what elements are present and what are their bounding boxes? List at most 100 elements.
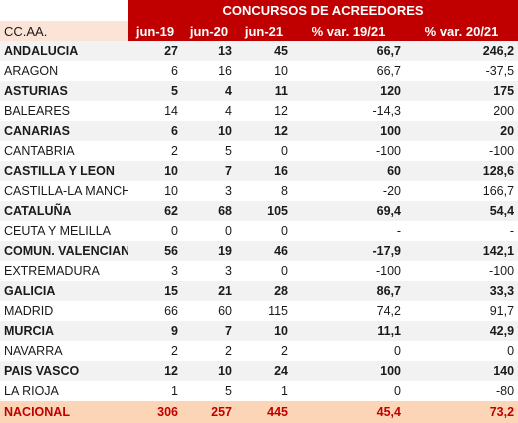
region-name: GALICIA <box>0 281 128 301</box>
cell-value: 5 <box>128 81 182 101</box>
total-value: 306 <box>128 401 182 423</box>
table-row: CASTILLA Y LEON 10 7 16 60 128,6 <box>0 161 518 181</box>
cell-value: -100 <box>405 141 518 161</box>
cell-value: 5 <box>182 141 236 161</box>
total-label: NACIONAL <box>0 401 128 423</box>
cell-value: 19 <box>182 241 236 261</box>
column-header: jun-21 <box>236 21 292 41</box>
cell-value: 0 <box>292 341 405 361</box>
region-name: NAVARRA <box>0 341 128 361</box>
row-label-header: CC.AA. <box>0 21 128 41</box>
cell-value: 24 <box>236 361 292 381</box>
cell-value: 60 <box>182 301 236 321</box>
cell-value: 10 <box>182 361 236 381</box>
cell-value: 2 <box>128 141 182 161</box>
cell-value: -100 <box>292 261 405 281</box>
cell-value: 10 <box>182 121 236 141</box>
table-row: ANDALUCIA 27 13 45 66,7 246,2 <box>0 41 518 61</box>
column-header: jun-19 <box>128 21 182 41</box>
region-name: ASTURIAS <box>0 81 128 101</box>
table-row: GALICIA 15 21 28 86,7 33,3 <box>0 281 518 301</box>
region-name: PAIS VASCO <box>0 361 128 381</box>
column-header: % var. 19/21 <box>292 21 405 41</box>
total-value: 45,4 <box>292 401 405 423</box>
cell-value: 16 <box>236 161 292 181</box>
cell-value: 100 <box>292 361 405 381</box>
cell-value: 0 <box>128 221 182 241</box>
region-name: CASTILLA-LA MANCHA <box>0 181 128 201</box>
cell-value: 6 <box>128 61 182 81</box>
cell-value: 20 <box>405 121 518 141</box>
cell-value: 12 <box>128 361 182 381</box>
total-value: 445 <box>236 401 292 423</box>
cell-value: 33,3 <box>405 281 518 301</box>
cell-value: 8 <box>236 181 292 201</box>
cell-value: 246,2 <box>405 41 518 61</box>
table-title: CONCURSOS DE ACREEDORES <box>128 0 518 21</box>
table-row: ASTURIAS 5 4 11 120 175 <box>0 81 518 101</box>
table-row: LA RIOJA 1 5 1 0 -80 <box>0 381 518 401</box>
table-row: CANARIAS 6 10 12 100 20 <box>0 121 518 141</box>
table-row: ARAGON 6 16 10 66,7 -37,5 <box>0 61 518 81</box>
cell-value: 7 <box>182 321 236 341</box>
region-name: CASTILLA Y LEON <box>0 161 128 181</box>
table-row: CEUTA Y MELILLA 0 0 0- - <box>0 221 518 241</box>
table-row: NAVARRA 2 2 2 0 0 <box>0 341 518 361</box>
region-name: MURCIA <box>0 321 128 341</box>
cell-value: 60 <box>292 161 405 181</box>
cell-value: 68 <box>182 201 236 221</box>
region-name: LA RIOJA <box>0 381 128 401</box>
cell-value: 28 <box>236 281 292 301</box>
cell-value: -20 <box>292 181 405 201</box>
total-value: 257 <box>182 401 236 423</box>
column-header-row: CC.AA. jun-19 jun-20 jun-21 % var. 19/21… <box>0 21 518 41</box>
cell-value: 6 <box>128 121 182 141</box>
cell-value: 10 <box>128 181 182 201</box>
cell-value: 1 <box>236 381 292 401</box>
table-row: BALEARES 14 4 12 -14,3 200 <box>0 101 518 121</box>
cell-value: 2 <box>236 341 292 361</box>
cell-value: 12 <box>236 101 292 121</box>
table-row: MURCIA 9 7 10 11,1 42,9 <box>0 321 518 341</box>
region-name: MADRID <box>0 301 128 321</box>
table-row: CATALUÑA 62 68 105 69,4 54,4 <box>0 201 518 221</box>
header-blank-cell <box>0 0 128 21</box>
cell-value: 3 <box>128 261 182 281</box>
cell-value: 45 <box>236 41 292 61</box>
cell-value: 100 <box>292 121 405 141</box>
cell-value: 142,1 <box>405 241 518 261</box>
cell-value: 15 <box>128 281 182 301</box>
cell-value: 13 <box>182 41 236 61</box>
cell-value: 91,7 <box>405 301 518 321</box>
cell-value: 12 <box>236 121 292 141</box>
table-row: PAIS VASCO 12 10 24 100 140 <box>0 361 518 381</box>
table-row: CANTABRIA 2 5 0 -100 -100 <box>0 141 518 161</box>
cell-value: 9 <box>128 321 182 341</box>
table-row: MADRID 66 60 115 74,2 91,7 <box>0 301 518 321</box>
cell-value: 42,9 <box>405 321 518 341</box>
cell-value: -14,3 <box>292 101 405 121</box>
cell-value: 74,2 <box>292 301 405 321</box>
region-name: CEUTA Y MELILLA <box>0 221 128 241</box>
column-header: jun-20 <box>182 21 236 41</box>
region-name: EXTREMADURA <box>0 261 128 281</box>
cell-value: 16 <box>182 61 236 81</box>
cell-value: 10 <box>236 61 292 81</box>
group-header-row: CONCURSOS DE ACREEDORES <box>0 0 518 21</box>
cell-value: 175 <box>405 81 518 101</box>
table-row: EXTREMADURA 3 3 0 -100 -100 <box>0 261 518 281</box>
cell-value: 120 <box>292 81 405 101</box>
total-row: NACIONAL 306 257 445 45,4 73,2 <box>0 401 518 423</box>
cell-value: 66 <box>128 301 182 321</box>
column-header: % var. 20/21 <box>405 21 518 41</box>
cell-value: 3 <box>182 261 236 281</box>
cell-value: 10 <box>128 161 182 181</box>
region-name: COMUN. VALENCIANA <box>0 241 128 261</box>
cell-value: -100 <box>405 261 518 281</box>
cell-value: 54,4 <box>405 201 518 221</box>
region-name: ARAGON <box>0 61 128 81</box>
region-name: CATALUÑA <box>0 201 128 221</box>
cell-value: 11 <box>236 81 292 101</box>
cell-value: 62 <box>128 201 182 221</box>
